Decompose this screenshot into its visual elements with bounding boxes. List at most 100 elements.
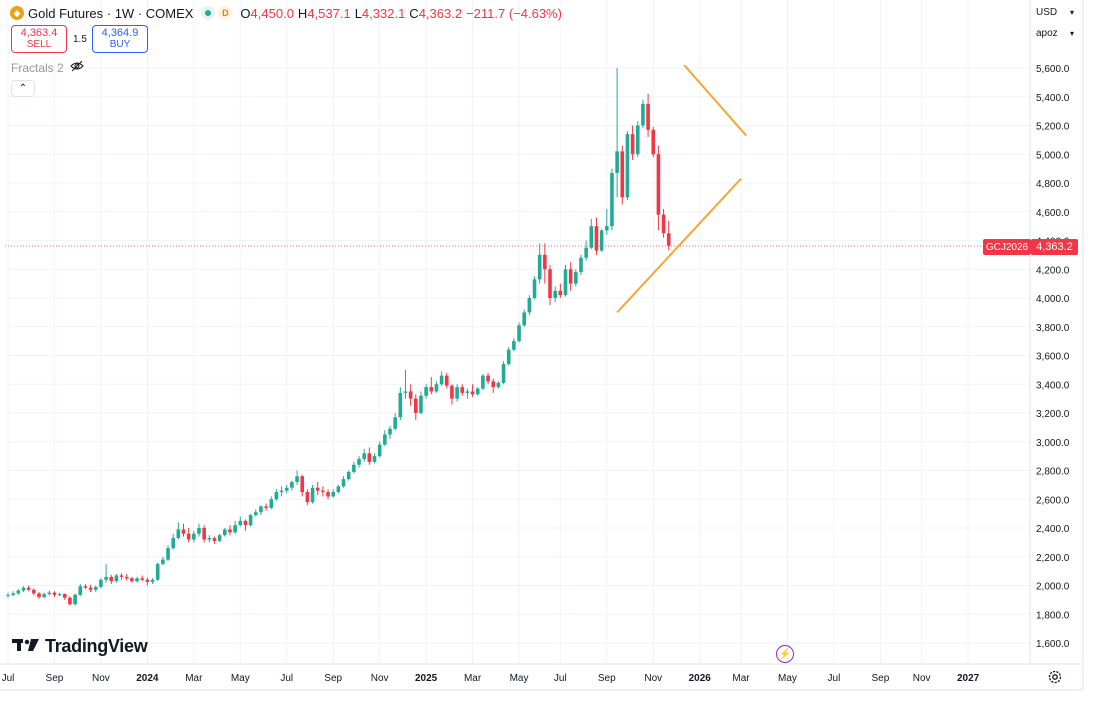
candle: [620, 145, 625, 205]
candle: [279, 486, 284, 497]
candle-body: [26, 587, 31, 590]
time-tick-label: Nov: [644, 673, 662, 684]
candle-body: [532, 279, 537, 298]
candle: [486, 372, 490, 385]
candle-body: [548, 269, 552, 298]
time-tick-label: 2024: [136, 673, 159, 684]
candle-body: [372, 456, 377, 462]
candle-body: [99, 579, 103, 587]
buy-price: 4,364.9: [101, 27, 139, 39]
candle-body: [52, 592, 57, 595]
candle-body: [403, 391, 408, 393]
unit-select[interactable]: apoz ▾: [1031, 23, 1079, 43]
candle: [197, 523, 201, 537]
candle: [78, 584, 83, 597]
candle: [594, 217, 599, 255]
candle: [37, 591, 41, 600]
candle: [496, 381, 501, 389]
candle-body: [558, 290, 563, 296]
low-label: L: [354, 5, 362, 21]
candle-body: [104, 576, 108, 580]
candle-body: [377, 444, 382, 457]
gear-icon[interactable]: [1047, 669, 1063, 685]
candle: [408, 384, 413, 406]
candle-body: [444, 375, 449, 386]
candle: [321, 486, 325, 497]
candle-body: [166, 548, 170, 560]
candle-body: [202, 528, 206, 540]
candle: [625, 131, 630, 201]
candle-body: [243, 520, 248, 526]
candle: [574, 269, 578, 287]
flash-icon[interactable]: ⚡: [776, 645, 794, 663]
open-value: 4,450.0: [250, 5, 294, 21]
eye-hidden-icon[interactable]: [69, 60, 84, 75]
candle: [563, 264, 568, 297]
candle: [310, 484, 315, 504]
candle-body: [93, 586, 98, 590]
candle-body: [32, 589, 36, 594]
symbol-title[interactable]: Gold Futures · 1W · COMEX: [28, 5, 194, 21]
candle: [21, 586, 26, 592]
candle-body: [186, 533, 191, 540]
candle: [372, 453, 377, 464]
candle: [506, 346, 511, 366]
candle: [32, 588, 36, 596]
tradingview-watermark[interactable]: TradingView: [12, 636, 148, 657]
candle-body: [486, 375, 490, 382]
collapse-legend-button[interactable]: ⌃: [11, 80, 35, 97]
candle: [336, 484, 341, 494]
candle: [455, 384, 459, 402]
candle: [331, 489, 336, 498]
candle-body: [315, 487, 320, 491]
candle: [26, 585, 31, 592]
trendline-upper[interactable]: [683, 64, 747, 137]
indicator-legend[interactable]: Fractals 2: [11, 60, 84, 75]
currency-select[interactable]: USD ▾: [1031, 2, 1079, 22]
price-tick-label: 2,400.0: [1036, 524, 1070, 535]
delayed-data-badge[interactable]: D: [218, 6, 233, 20]
candle: [666, 220, 671, 251]
candle: [548, 264, 552, 306]
candle-body: [119, 575, 124, 577]
candle-body: [413, 398, 418, 413]
candle-body: [16, 590, 21, 594]
time-axis[interactable]: Jul Sep Nov 2024 Mar May Jul Sep Nov 2025 Mar May Ju…: [2, 673, 980, 684]
candle: [352, 461, 356, 474]
trendline-lower[interactable]: [616, 178, 742, 314]
candle: [388, 425, 392, 439]
candle-body: [228, 529, 232, 533]
candle-body: [295, 476, 299, 482]
candle: [491, 378, 496, 393]
candle: [357, 456, 361, 468]
candle: [73, 593, 77, 606]
candle-body: [393, 417, 397, 429]
candle-body: [496, 382, 501, 388]
price-tick-label: 3,400.0: [1036, 380, 1070, 391]
candle-body: [594, 226, 599, 251]
candle-body: [130, 578, 134, 582]
candle-body: [47, 592, 52, 595]
price-tick-label: 5,200.0: [1036, 122, 1070, 133]
candle-body: [635, 125, 640, 155]
buy-button[interactable]: 4,364.9 BUY: [92, 25, 148, 53]
candle: [527, 295, 532, 316]
candle: [248, 513, 253, 527]
high-value: 4,537.1: [307, 5, 351, 21]
candle: [439, 371, 444, 386]
candle: [6, 592, 10, 598]
price-axis[interactable]: 1,600.0 1,800.0 2,000.0 2,200.0 2,400.0 2,600…: [1036, 64, 1070, 650]
candle-body: [646, 103, 650, 130]
time-tick-label: May: [231, 673, 250, 684]
candle: [610, 168, 614, 231]
candle: [228, 525, 232, 536]
price-tick-label: 2,800.0: [1036, 467, 1070, 478]
candle-body: [124, 576, 129, 579]
candle: [57, 592, 62, 597]
sell-button[interactable]: 4,363.4 SELL: [11, 25, 67, 53]
candle-body: [42, 594, 46, 597]
candle-body: [408, 391, 413, 399]
candle-body: [666, 233, 671, 246]
candle: [604, 208, 609, 235]
